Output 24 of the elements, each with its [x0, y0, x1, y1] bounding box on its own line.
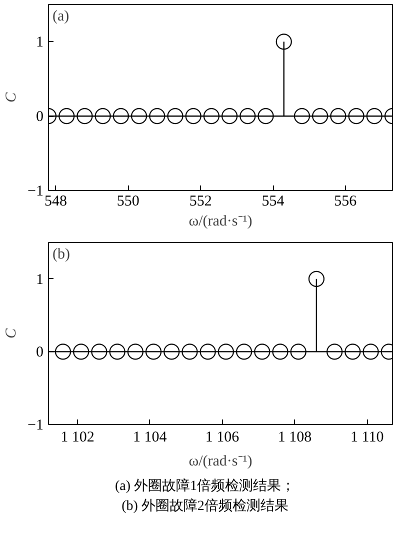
y-tick-label: −1: [28, 184, 44, 200]
x-tick-label: 1 106: [205, 430, 240, 446]
x-tick-label: 1 110: [350, 430, 384, 446]
x-tick-label: 550: [116, 194, 140, 210]
text: (a) 外圈故障1倍频检测结果；: [114, 477, 296, 496]
x-tick-label: 1 104: [133, 430, 168, 446]
x-axis-title: ω/(rad·s⁻¹): [188, 214, 252, 230]
x-tick-label: 554: [262, 194, 285, 210]
x-tick-label: 1 108: [278, 430, 312, 446]
x-tick-label: 556: [334, 194, 358, 210]
annotation: (a): [52, 8, 70, 24]
x-tick-label: 552: [189, 194, 212, 210]
y-tick-label: 1: [36, 34, 44, 51]
y-tick-label: 0: [36, 344, 44, 361]
y-tick-label: 1: [36, 272, 44, 288]
text: (b) 外圈故障2倍频检测结果: [120, 497, 290, 516]
y-tick-label: 0: [36, 109, 44, 126]
y-axis-title: C: [4, 92, 20, 102]
y-axis-title: C: [4, 328, 20, 338]
x-axis-title: ω/(rad·s⁻¹): [188, 454, 252, 470]
x-tick-label: 548: [44, 194, 67, 210]
annotation: (b): [52, 246, 70, 262]
x-tick-label: 1 102: [60, 430, 94, 446]
y-tick-label: −1: [28, 418, 44, 434]
